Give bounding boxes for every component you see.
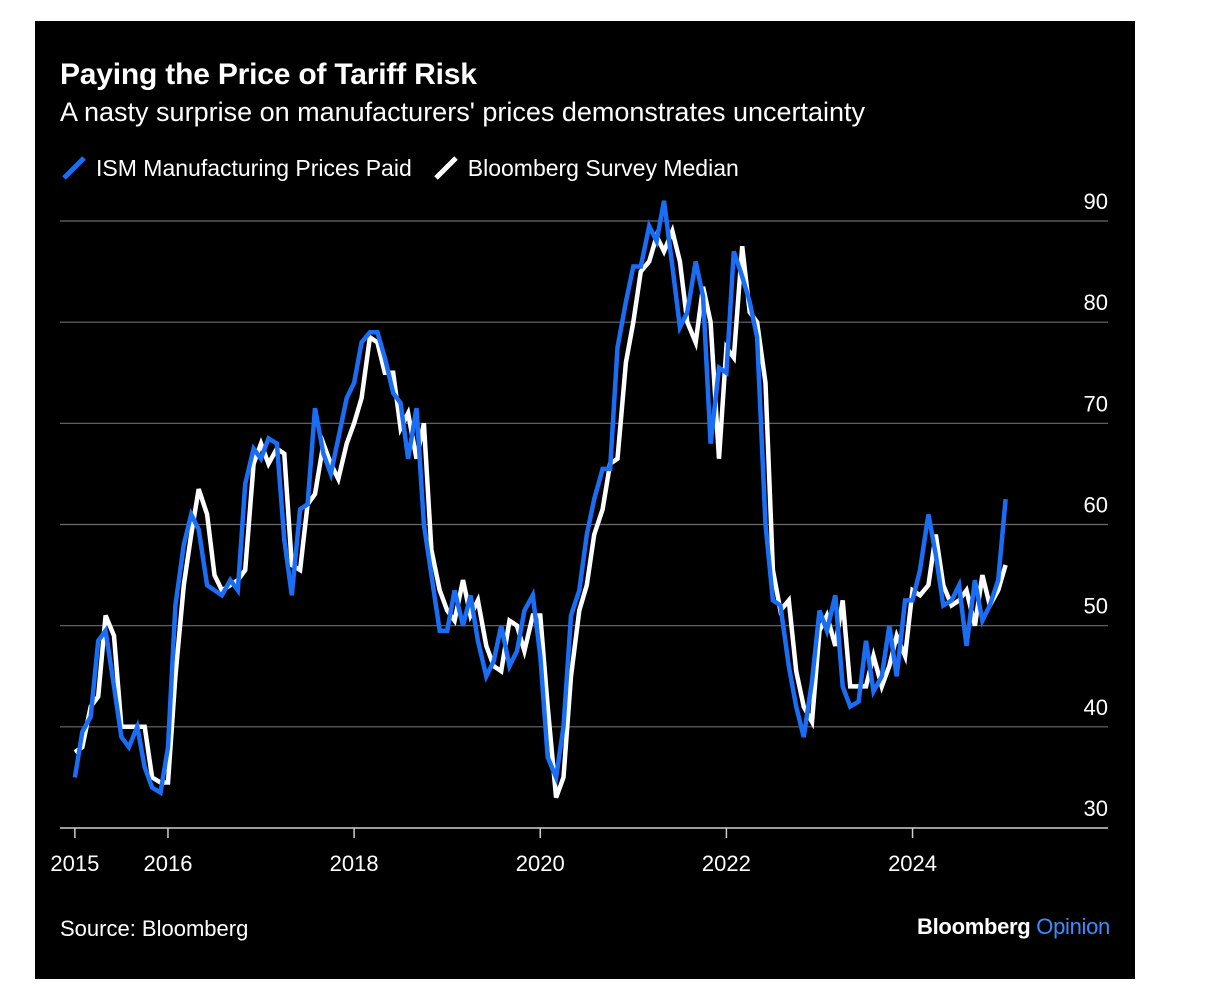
brand-main: Bloomberg — [917, 914, 1031, 939]
x-tick-label-2015: 2015 — [50, 851, 99, 876]
x-tick-label-2022: 2022 — [702, 851, 751, 876]
x-tick-label-2018: 2018 — [330, 851, 379, 876]
y-tick-label-60: 60 — [1084, 493, 1108, 518]
source-note: Source: Bloomberg — [60, 916, 249, 941]
y-tick-label-30: 30 — [1084, 796, 1108, 821]
chart-title: Paying the Price of Tariff Risk — [60, 58, 477, 91]
legend-swatch-survey — [433, 156, 458, 180]
x-tick-label-2016: 2016 — [143, 851, 192, 876]
top-strip — [0, 0, 1226, 20]
legend: ISM Manufacturing Prices Paid Bloomberg … — [60, 154, 759, 182]
legend-item-ism: ISM Manufacturing Prices Paid — [60, 154, 412, 182]
y-tick-label-90: 90 — [1084, 189, 1108, 214]
y-tick-label-70: 70 — [1084, 391, 1108, 416]
brand-accent: Opinion — [1036, 914, 1110, 939]
line-chart: 30 40 50 60 70 80 90 2015 2016 2018 2020 2022 2024 — [50, 189, 1108, 876]
x-tick-label-2020: 2020 — [516, 851, 565, 876]
chart-subtitle: A nasty surprise on manufacturers' price… — [60, 97, 866, 127]
brand-logo: Bloomberg Opinion — [917, 914, 1110, 940]
x-tick-label-2024: 2024 — [888, 851, 937, 876]
legend-item-survey: Bloomberg Survey Median — [432, 154, 739, 182]
legend-swatch-ism — [62, 156, 86, 180]
series-line-ism-prices-paid — [72, 200, 1008, 797]
legend-label-ism: ISM Manufacturing Prices Paid — [96, 154, 412, 181]
series-line-survey-median — [73, 223, 1008, 799]
legend-label-survey: Bloomberg Survey Median — [467, 154, 739, 181]
y-tick-label-40: 40 — [1084, 695, 1108, 720]
y-tick-label-80: 80 — [1084, 290, 1108, 315]
y-tick-label-50: 50 — [1084, 594, 1108, 619]
chart-card: Paying the Price of Tariff Risk A nasty … — [35, 21, 1135, 979]
